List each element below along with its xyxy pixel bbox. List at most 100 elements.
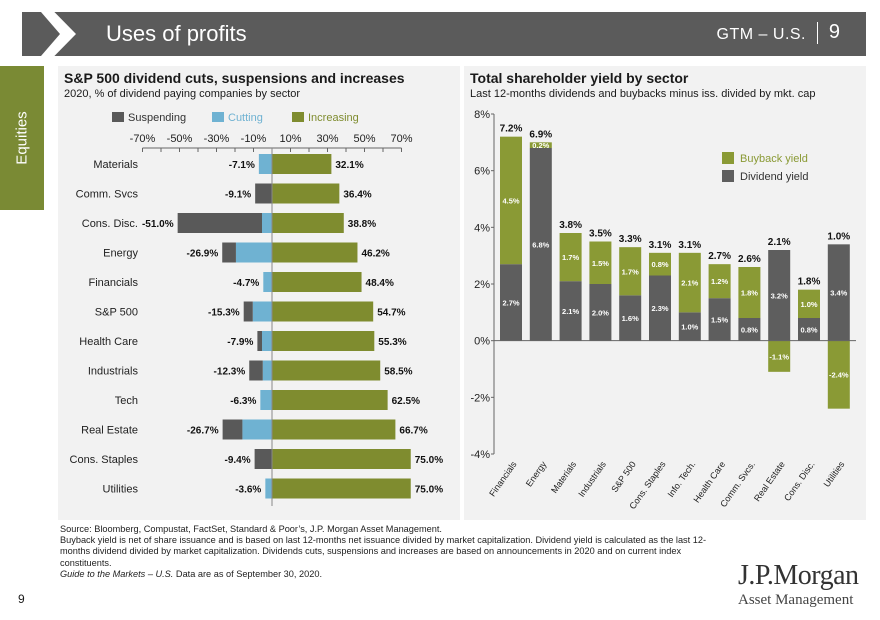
yield-chart-panel: Total shareholder yield by sector Last 1… xyxy=(464,66,866,520)
positive-value-label: 54.7% xyxy=(377,308,405,319)
total-value-label: 3.3% xyxy=(619,234,642,245)
total-value-label: 3.1% xyxy=(678,240,701,251)
bar-dividend xyxy=(649,275,671,341)
dividend-value-label: 2.7% xyxy=(502,298,519,307)
data-date-note: Guide to the Markets – U.S. Data are as … xyxy=(60,569,720,580)
negative-value-label: -15.3% xyxy=(208,308,240,319)
bar-buyback xyxy=(500,136,522,265)
bar-cutting xyxy=(262,360,272,381)
bar-increasing xyxy=(272,478,411,499)
total-value-label: 3.5% xyxy=(589,229,612,240)
x-category-label: Cons. Disc. xyxy=(782,459,817,502)
positive-value-label: 46.2% xyxy=(361,249,389,260)
negative-value-label: -7.9% xyxy=(227,337,253,348)
bar-dividend xyxy=(500,264,522,341)
total-value-label: 7.2% xyxy=(500,124,523,135)
legend-label-1: Cutting xyxy=(228,112,263,124)
bar-buyback xyxy=(798,289,820,318)
yield-chart-title: Total shareholder yield by sector xyxy=(470,70,689,86)
bar-increasing xyxy=(272,301,374,322)
yield-chart-subtitle: Last 12-months dividends and buybacks mi… xyxy=(470,88,816,100)
positive-value-label: 66.7% xyxy=(399,426,427,437)
buyback-value-label: 0.8% xyxy=(651,260,668,269)
bar-increasing xyxy=(272,272,362,292)
bar-dividend xyxy=(708,298,731,341)
bar-increasing xyxy=(272,154,332,174)
total-value-label: 6.9% xyxy=(529,129,552,140)
bar-cutting xyxy=(262,213,272,233)
dividend-value-label: 2.3% xyxy=(651,304,668,313)
bar-suspending xyxy=(254,449,272,469)
buyback-value-label: 1.7% xyxy=(622,267,639,276)
bar-suspending xyxy=(222,419,243,440)
negative-value-label: -26.9% xyxy=(187,249,219,260)
bar-buyback xyxy=(678,252,701,313)
positive-value-label: 55.3% xyxy=(378,337,406,348)
bar-cutting xyxy=(258,154,272,174)
category-label: S&P 500 xyxy=(95,307,138,319)
category-label: Financials xyxy=(88,277,138,289)
buyback-value-label: -1.1% xyxy=(769,352,789,361)
bar-dividend xyxy=(768,250,791,341)
buyback-value-label: 1.2% xyxy=(711,277,728,286)
bar-suspending xyxy=(222,242,236,263)
positive-value-label: 58.5% xyxy=(384,367,412,378)
bar-buyback xyxy=(738,267,761,318)
buyback-value-label: -2.4% xyxy=(829,371,849,380)
negative-value-label: -26.7% xyxy=(187,426,219,437)
dividend-value-label: 6.8% xyxy=(532,240,549,249)
guide-title: Guide to the Markets – U.S. xyxy=(60,568,174,579)
dividend-value-label: 2.1% xyxy=(562,307,579,316)
source-note: Source: Bloomberg, Compustat, FactSet, S… xyxy=(60,524,442,534)
buyback-value-label: 2.1% xyxy=(681,279,698,288)
total-value-label: 1.0% xyxy=(827,231,850,242)
dividend-value-label: 1.0% xyxy=(681,323,698,332)
buyback-value-label: 1.0% xyxy=(800,300,817,309)
bar-buyback xyxy=(827,340,850,409)
x-tick-label: 50% xyxy=(353,133,375,145)
bar-increasing xyxy=(272,390,388,410)
total-value-label: 1.8% xyxy=(798,277,821,288)
dividend-chart-subtitle: 2020, % of dividend paying companies by … xyxy=(64,88,301,100)
bar-cutting xyxy=(235,242,272,263)
dividend-value-label: 1.6% xyxy=(622,314,639,323)
x-tick-label: 30% xyxy=(316,133,338,145)
total-value-label: 2.1% xyxy=(768,237,791,248)
dividend-value-label: 3.2% xyxy=(771,291,788,300)
bar-dividend xyxy=(559,281,582,341)
legend-swatch-0 xyxy=(112,112,124,122)
dividend-value-label: 2.0% xyxy=(592,308,609,317)
dividend-value-label: 0.8% xyxy=(741,325,758,334)
bar-dividend xyxy=(619,295,642,341)
page-number: 9 xyxy=(18,592,25,606)
y-tick-label: -2% xyxy=(470,392,490,404)
category-label: Real Estate xyxy=(81,425,138,437)
buyback-value-label: 1.7% xyxy=(562,253,579,262)
x-tick-label: 70% xyxy=(390,133,412,145)
positive-value-label: 75.0% xyxy=(415,455,443,466)
header-page-number: 9 xyxy=(828,21,840,43)
positive-value-label: 36.4% xyxy=(343,190,371,201)
bar-suspending xyxy=(249,360,263,381)
bar-cutting xyxy=(242,419,272,440)
yield-chart: 8% 6% 4% 2% 0% -2% -4% Buyback yield Dividend yi… xyxy=(470,109,856,511)
category-label: Cons. Staples xyxy=(70,454,139,466)
bar-increasing xyxy=(272,449,411,469)
legend-swatch-buyback xyxy=(722,152,734,164)
total-value-label: 2.7% xyxy=(708,251,731,262)
positive-value-label: 38.8% xyxy=(348,219,376,230)
bar-buyback xyxy=(649,252,671,276)
category-label: Utilities xyxy=(103,484,139,496)
y-tick-label: 0% xyxy=(474,336,490,348)
bar-dividend xyxy=(529,148,552,341)
bar-dividend xyxy=(798,318,820,341)
x-category-label: Industrials xyxy=(576,459,608,499)
total-value-label: 2.6% xyxy=(738,254,761,265)
legend-label-0: Suspending xyxy=(128,112,186,124)
dividend-value-label: 3.4% xyxy=(830,289,847,298)
bar-cutting xyxy=(260,390,272,410)
bar-suspending xyxy=(177,213,263,233)
bar-buyback xyxy=(768,340,791,372)
bar-dividend xyxy=(827,244,850,341)
total-value-label: 3.1% xyxy=(649,240,672,251)
